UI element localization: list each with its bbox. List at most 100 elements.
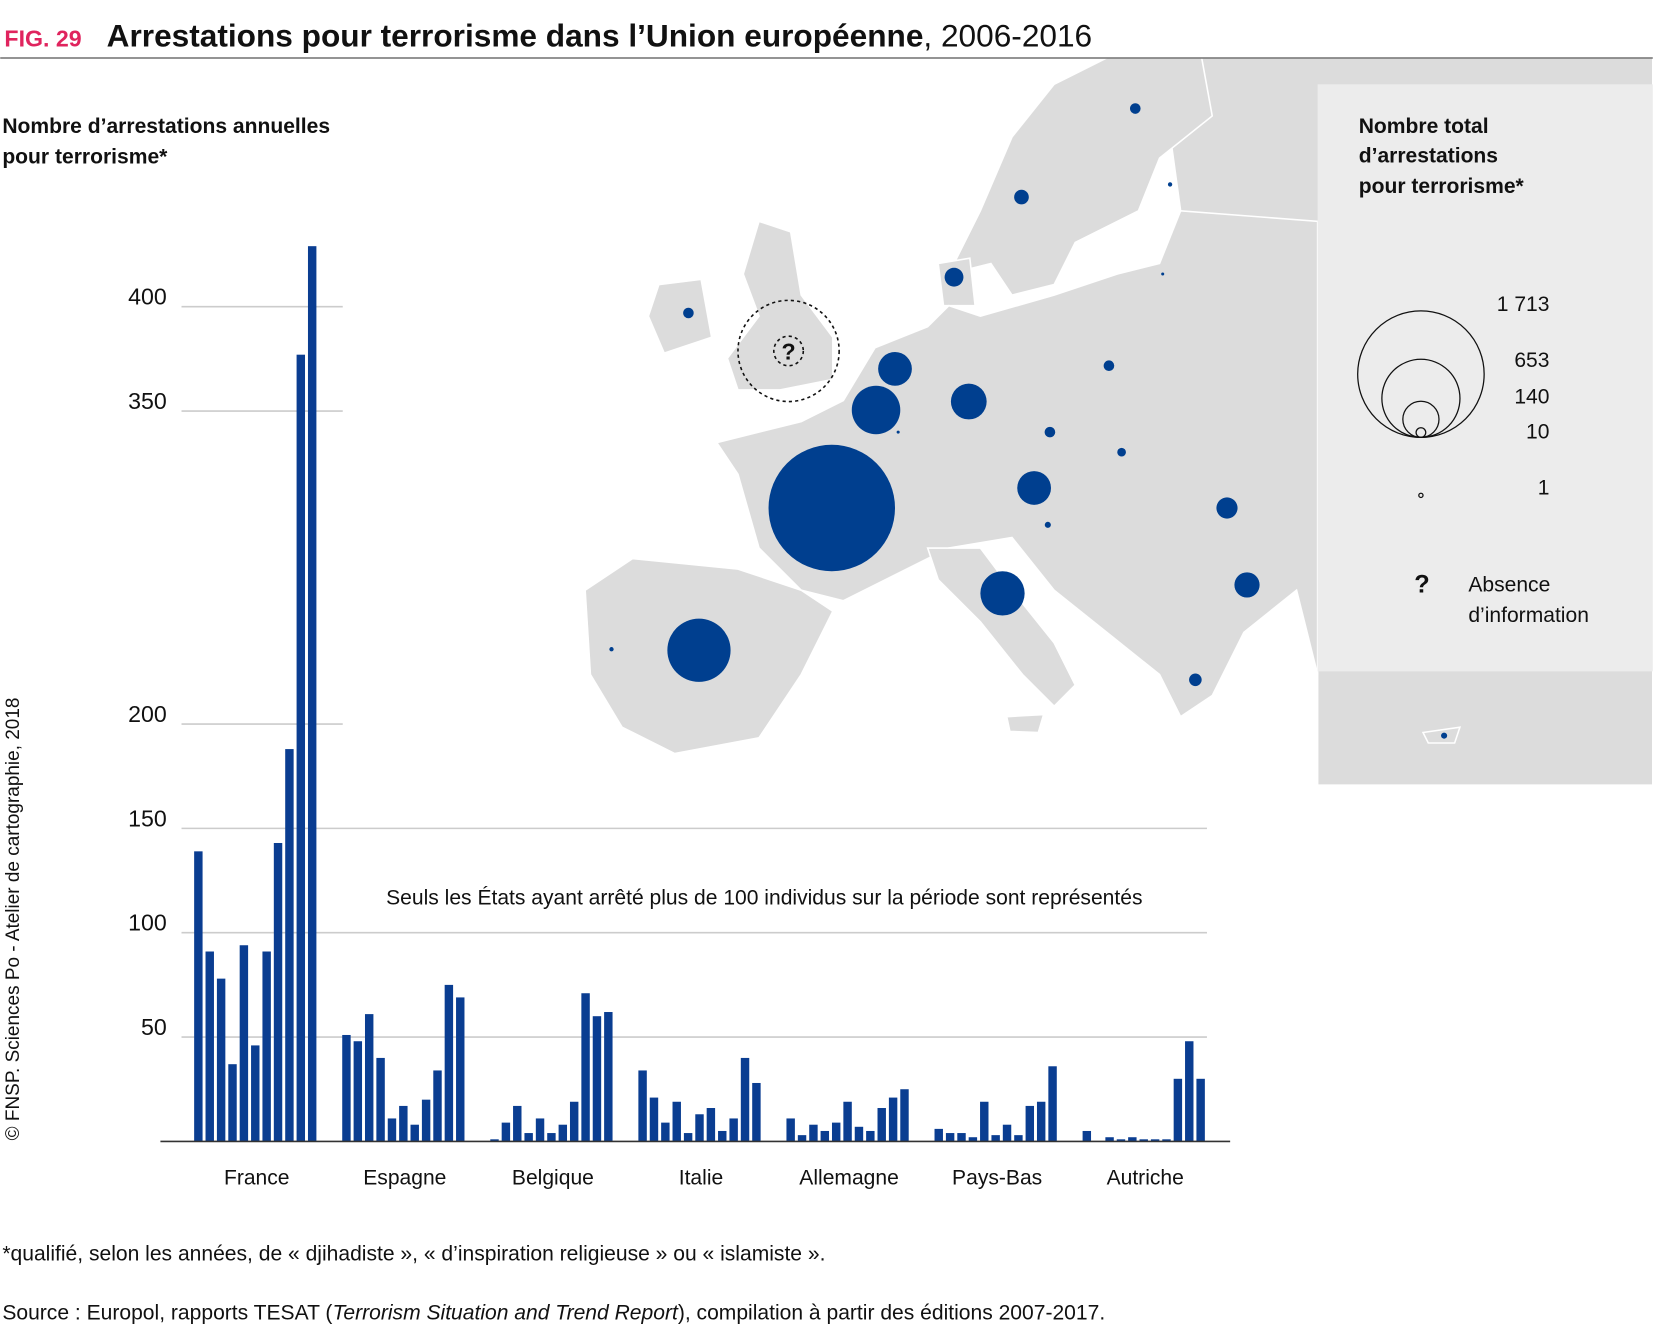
bar (558, 1124, 568, 1142)
bar (1002, 1124, 1012, 1142)
x-tick-label: Autriche (1107, 1167, 1184, 1190)
legend-missing-symbol: ? (1414, 570, 1429, 598)
legend-label: 1 (1538, 476, 1550, 499)
y-tick-label: 200 (128, 701, 167, 727)
bar (307, 246, 317, 1142)
bar (535, 1118, 545, 1142)
bar (1082, 1130, 1092, 1142)
x-tick-label: Allemagne (799, 1167, 899, 1190)
legend-title: Nombre total (1359, 115, 1489, 138)
bubble (1234, 572, 1260, 598)
bar (706, 1108, 716, 1142)
bar (888, 1097, 898, 1142)
bar (251, 1045, 260, 1142)
bar (1128, 1137, 1137, 1142)
legend-circle (1415, 427, 1427, 439)
x-tick-label: Pays-Bas (952, 1167, 1042, 1190)
bar (205, 951, 214, 1142)
bubble (1014, 189, 1029, 205)
bubble (1130, 103, 1141, 114)
bar (831, 1122, 841, 1142)
bar (1185, 1041, 1194, 1142)
bar (1173, 1078, 1183, 1142)
bubble (1044, 521, 1051, 528)
bubble (1189, 673, 1202, 687)
bubble (980, 571, 1025, 616)
x-tick-label: Belgique (512, 1167, 594, 1190)
legend-missing-label: Absence (1468, 573, 1550, 596)
bar (421, 1099, 431, 1142)
bar (342, 1034, 351, 1142)
y-axis-label: Nombre d’arrestations annuelles (2, 115, 330, 138)
legend-box (1317, 84, 1653, 672)
bar (387, 1118, 397, 1142)
y-tick-label: 350 (128, 388, 167, 414)
bar (786, 1118, 795, 1142)
bubble (1044, 426, 1056, 438)
bar (695, 1114, 704, 1142)
bar (216, 978, 226, 1142)
title-main: Arrestations pour terrorisme dans l’Unio… (107, 17, 924, 53)
bar (1025, 1105, 1035, 1142)
bar (604, 1012, 613, 1142)
bar (364, 1014, 374, 1142)
x-tick-label: Italie (679, 1167, 724, 1190)
bar (569, 1101, 579, 1142)
bar (957, 1133, 966, 1142)
bar (490, 1139, 499, 1142)
source: Source : Europol, rapports TESAT (Terror… (2, 1302, 1105, 1325)
bar (194, 851, 203, 1142)
bar (843, 1101, 852, 1142)
legend-label: 653 (1514, 349, 1549, 372)
bar (866, 1130, 875, 1142)
bubble (1441, 732, 1448, 739)
bubble (1161, 272, 1165, 276)
bar (991, 1135, 1000, 1142)
y-tick-label: 100 (128, 910, 167, 936)
bar (649, 1097, 659, 1142)
bubble (1103, 360, 1115, 372)
chart-title: Arrestations pour terrorisme dans l’Unio… (107, 17, 1092, 53)
bar (1105, 1137, 1114, 1142)
bar (273, 842, 283, 1142)
source-part: Terrorism Situation and Trend Report (332, 1302, 678, 1325)
bar (672, 1101, 681, 1142)
legend-title: d’arrestations (1359, 144, 1498, 167)
y-tick-label: 50 (141, 1014, 167, 1040)
bubble (950, 383, 987, 420)
bar (1048, 1066, 1057, 1142)
bar (1162, 1139, 1171, 1142)
bar (854, 1126, 864, 1142)
bar (524, 1133, 533, 1142)
bar (501, 1122, 511, 1142)
y-tick-label: 400 (128, 284, 167, 310)
fig-number: FIG. 29 (4, 25, 81, 51)
bubble (944, 267, 964, 287)
bubble (609, 647, 614, 652)
bar (399, 1105, 408, 1142)
legend-label: 10 (1526, 420, 1549, 443)
missing-symbol: ? (781, 338, 795, 364)
bubble (1017, 471, 1051, 505)
bubble (683, 307, 694, 319)
bar (934, 1128, 943, 1142)
bar (797, 1135, 807, 1142)
bubble (851, 385, 901, 435)
bar (752, 1082, 761, 1142)
bar (433, 1070, 442, 1142)
bar (228, 1064, 237, 1142)
x-tick-label: France (224, 1167, 290, 1190)
bar (592, 1016, 602, 1142)
bar (410, 1124, 419, 1142)
bar (1150, 1139, 1160, 1142)
y-axis-label: pour terrorisme* (2, 145, 168, 168)
bar (661, 1122, 670, 1142)
bar (718, 1130, 727, 1142)
bar (1139, 1139, 1148, 1142)
x-tick-label: Espagne (363, 1167, 446, 1190)
bubble (1117, 447, 1126, 457)
bubble (878, 351, 912, 386)
bar (980, 1101, 989, 1142)
bubble (896, 430, 900, 434)
